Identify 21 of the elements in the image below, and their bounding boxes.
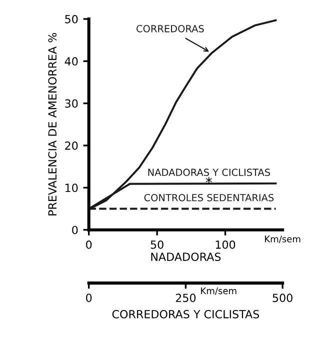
- y-tick-label: 0: [72, 226, 78, 234]
- x-axis-title: NADADORAS: [151, 252, 221, 261]
- x2-tick-label: 250: [176, 294, 196, 302]
- series-label: CONTROLES SEDENTARIAS: [144, 194, 274, 202]
- annotation: *: [206, 176, 212, 184]
- y-tick-label: 20: [65, 141, 78, 150]
- x2-axis-title: CORREDORAS Y CICLISTAS: [112, 310, 260, 318]
- y-axis-title: PREVALENCIA DE AMENORREA %: [48, 32, 57, 216]
- y-tick-label: 40: [64, 57, 78, 66]
- x-tick-label: 0: [86, 240, 92, 249]
- series-label: NADADORAS Y CICLISTAS: [148, 168, 270, 176]
- x-tick-label: 100: [216, 240, 236, 249]
- x2-tick-label: 500: [272, 294, 292, 302]
- y-tick-label: 50: [65, 14, 78, 24]
- text: CORREDORAS: [136, 24, 204, 32]
- text: Km/sem: [265, 236, 300, 244]
- x-tick-label: 50: [150, 240, 164, 249]
- y-tick-label: 10: [66, 184, 78, 192]
- y-tick-label: 30: [65, 99, 78, 108]
- text: Km/sem: [201, 288, 236, 295]
- x2-tick-label: 0: [86, 294, 92, 302]
